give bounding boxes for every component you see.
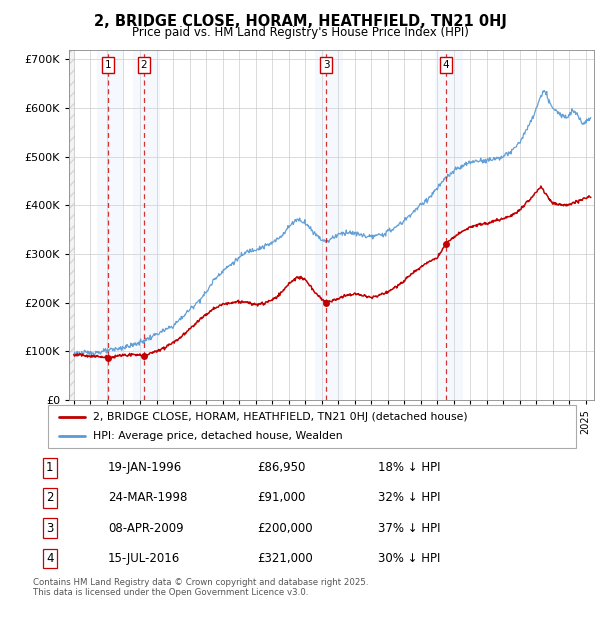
Text: 2: 2 (140, 60, 147, 70)
Text: 2, BRIDGE CLOSE, HORAM, HEATHFIELD, TN21 0HJ (detached house): 2, BRIDGE CLOSE, HORAM, HEATHFIELD, TN21… (93, 412, 467, 422)
Text: 2, BRIDGE CLOSE, HORAM, HEATHFIELD, TN21 0HJ: 2, BRIDGE CLOSE, HORAM, HEATHFIELD, TN21… (94, 14, 506, 29)
Text: 1: 1 (104, 60, 111, 70)
Text: 2: 2 (46, 492, 53, 505)
Text: 32% ↓ HPI: 32% ↓ HPI (378, 492, 441, 505)
Text: £321,000: £321,000 (257, 552, 313, 565)
Bar (69, 50, 74, 400)
Bar (436, 50, 463, 400)
Text: 3: 3 (46, 521, 53, 534)
Text: 19-JAN-1996: 19-JAN-1996 (108, 461, 182, 474)
Text: £86,950: £86,950 (257, 461, 305, 474)
Text: Price paid vs. HM Land Registry's House Price Index (HPI): Price paid vs. HM Land Registry's House … (131, 26, 469, 39)
Text: 3: 3 (323, 60, 329, 70)
Text: 4: 4 (443, 60, 449, 70)
Text: 15-JUL-2016: 15-JUL-2016 (108, 552, 180, 565)
Text: 08-APR-2009: 08-APR-2009 (108, 521, 184, 534)
Bar (316, 50, 343, 400)
Text: 30% ↓ HPI: 30% ↓ HPI (378, 552, 440, 565)
Text: £91,000: £91,000 (257, 492, 305, 505)
Text: HPI: Average price, detached house, Wealden: HPI: Average price, detached house, Weal… (93, 431, 343, 441)
Text: 18% ↓ HPI: 18% ↓ HPI (378, 461, 441, 474)
Text: 24-MAR-1998: 24-MAR-1998 (108, 492, 187, 505)
Bar (97, 50, 124, 400)
Text: Contains HM Land Registry data © Crown copyright and database right 2025.
This d: Contains HM Land Registry data © Crown c… (33, 578, 368, 597)
Text: 37% ↓ HPI: 37% ↓ HPI (378, 521, 441, 534)
Bar (133, 50, 160, 400)
Text: £200,000: £200,000 (257, 521, 313, 534)
Text: 1: 1 (46, 461, 53, 474)
Text: 4: 4 (46, 552, 53, 565)
